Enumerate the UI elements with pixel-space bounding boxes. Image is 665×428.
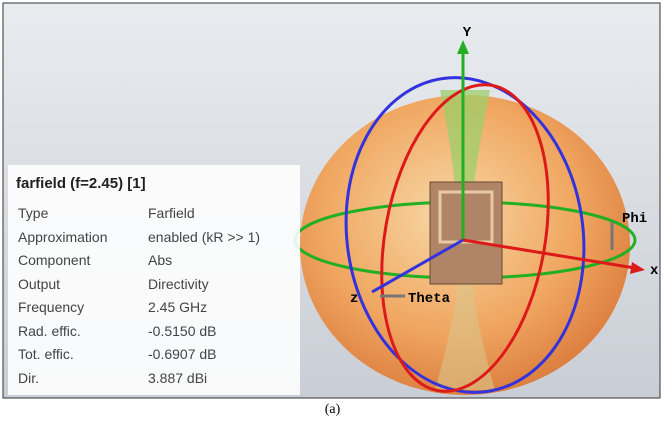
info-label: Dir. xyxy=(18,369,39,386)
null-funnel xyxy=(435,270,495,390)
info-value: 3.887 dBi xyxy=(148,369,208,386)
info-value: Directivity xyxy=(148,275,209,292)
axis-label: x xyxy=(650,263,659,279)
info-label: Frequency xyxy=(18,299,85,315)
axis-label: Theta xyxy=(408,291,451,307)
info-label: Approximation xyxy=(18,228,108,245)
y-arrow xyxy=(457,40,469,54)
axis-label: Phi xyxy=(622,211,647,227)
info-panel: farfield (f=2.45) [1] Type Farfield Approx… xyxy=(8,165,300,395)
info-value: enabled (kR >> 1) xyxy=(148,228,261,245)
info-label: Rad. effic. xyxy=(18,322,81,339)
info-value: 2.45 GHz xyxy=(148,299,208,315)
info-label: Component xyxy=(18,252,91,268)
antenna xyxy=(429,181,503,285)
null-funnel xyxy=(440,90,490,245)
z-axis xyxy=(371,238,464,294)
info-label: Output xyxy=(18,275,61,292)
info-value: Abs xyxy=(148,252,173,268)
info-label: Type xyxy=(18,205,49,221)
axis-label: Y xyxy=(463,25,472,41)
theta-circle xyxy=(344,76,586,394)
x-arrow xyxy=(630,262,645,274)
caption: (a) xyxy=(324,402,341,417)
info-value: -0.6907 dB xyxy=(148,346,217,362)
panel-title: farfield (f=2.45) [1] xyxy=(16,175,146,192)
info-value: -0.5150 dB xyxy=(148,322,217,339)
info-value: Farfield xyxy=(148,205,195,221)
info-label: Tot. effic. xyxy=(18,346,74,362)
axis-label: z xyxy=(350,291,358,307)
x-axis xyxy=(462,238,636,270)
